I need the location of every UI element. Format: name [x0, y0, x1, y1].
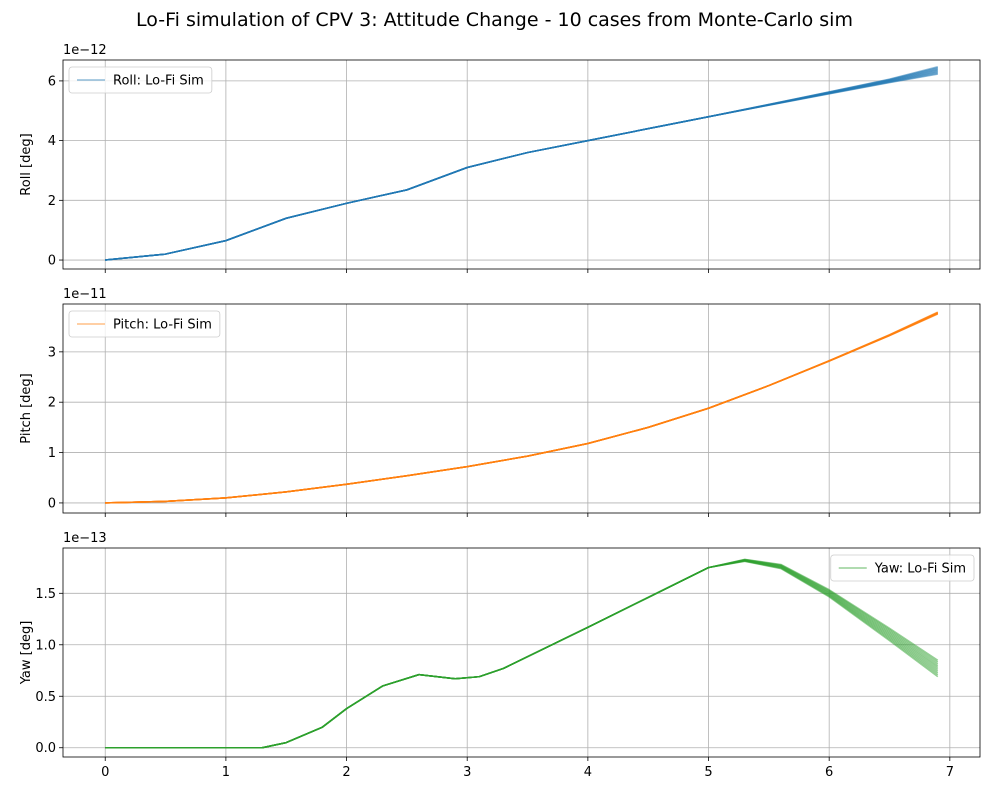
y-tick-label: 0.5	[35, 690, 56, 705]
series-line-case-10	[105, 311, 939, 504]
y-tick-label: 1	[48, 446, 56, 461]
y-exponent-label: 1e−11	[63, 287, 107, 302]
series-line-case-6	[105, 69, 938, 261]
legend-entry: Roll: Lo-Fi Sim	[113, 74, 204, 89]
x-tick-label: 5	[704, 765, 712, 780]
legend-entry: Yaw: Lo-Fi Sim	[874, 562, 966, 577]
x-tick-label: 6	[825, 765, 833, 780]
y-tick-label: 1.0	[35, 638, 56, 653]
series-line-case-7	[105, 68, 938, 261]
legend-box	[68, 310, 221, 338]
series-line-case-4	[105, 70, 938, 261]
series-line-case-5	[105, 559, 939, 749]
series-line-case-3	[105, 71, 938, 261]
x-tick-label: 2	[342, 765, 350, 780]
series-line-case-1	[105, 313, 939, 504]
series-line-case-8	[105, 311, 939, 504]
subplot-1: 0 2 4 6 1e−12 Roll [deg] Roll: Lo-Fi Sim	[19, 43, 981, 273]
axes-frame	[62, 59, 981, 270]
subplot-2: 0 1 2 3 1e−11 Pitch [deg] Pitch: Lo-Fi Sim	[19, 287, 981, 517]
series-line-case-5	[105, 312, 939, 504]
series-line-case-7	[105, 312, 939, 504]
y-tick-label: 0	[48, 254, 56, 269]
x-tick-label: 3	[463, 765, 471, 780]
x-tick-label: 7	[946, 765, 954, 780]
y-exponent-label: 1e−13	[63, 531, 107, 546]
series-line-case-3	[105, 560, 939, 749]
axes-frame	[62, 547, 981, 758]
series-line-case-6	[105, 559, 939, 749]
x-tick-label: 4	[584, 765, 592, 780]
x-tick-label: 0	[101, 765, 109, 780]
y-tick-label: 0	[48, 496, 56, 511]
series-line-case-3	[105, 312, 939, 504]
y-tick-label: 1.5	[35, 587, 56, 602]
y-tick-label: 6	[48, 74, 56, 89]
y-tick-label: 3	[48, 345, 56, 360]
series-line-case-2	[105, 560, 939, 749]
series-line-case-4	[105, 312, 939, 504]
y-tick-label: 0.0	[35, 741, 56, 756]
series-line-case-5	[105, 70, 938, 261]
series-line-case-1	[105, 73, 938, 261]
legend-box	[68, 66, 213, 94]
series-line-case-10	[105, 558, 939, 749]
subplot-panels: 0 2 4 6 1e−12 Roll [deg] Roll: Lo-Fi Sim 0 1 2 3 1e…	[19, 43, 981, 780]
legend: Roll: Lo-Fi Sim	[68, 66, 213, 94]
y-axis-label: Pitch [deg]	[19, 373, 34, 443]
y-tick-label: 4	[48, 134, 56, 149]
y-exponent-label: 1e−12	[63, 43, 107, 58]
axes-frame	[62, 303, 981, 514]
legend: Pitch: Lo-Fi Sim	[68, 310, 221, 338]
series-line-case-1	[105, 560, 939, 749]
y-axis-label: Yaw [deg]	[19, 621, 34, 686]
y-axis-label: Roll [deg]	[19, 133, 34, 195]
series-line-case-9	[105, 311, 939, 504]
series-line-case-10	[105, 65, 938, 261]
series-line-case-6	[105, 312, 939, 504]
y-tick-label: 2	[48, 194, 56, 209]
legend-entry: Pitch: Lo-Fi Sim	[113, 318, 212, 333]
legend-box	[830, 554, 975, 582]
series-line-case-2	[105, 313, 939, 504]
series-line-case-4	[105, 559, 939, 749]
figure-title: Lo-Fi simulation of CPV 3: Attitude Chan…	[136, 9, 853, 31]
x-tick-label: 1	[222, 765, 230, 780]
subplot-3: 0 1 2 3 4 5 6 7 0.0 0.5 1.0 1.5 1e−13 Yaw [deg] Yaw: L…	[19, 531, 981, 780]
series-line-case-2	[105, 72, 938, 261]
y-tick-label: 2	[48, 396, 56, 411]
legend: Yaw: Lo-Fi Sim	[830, 554, 975, 582]
